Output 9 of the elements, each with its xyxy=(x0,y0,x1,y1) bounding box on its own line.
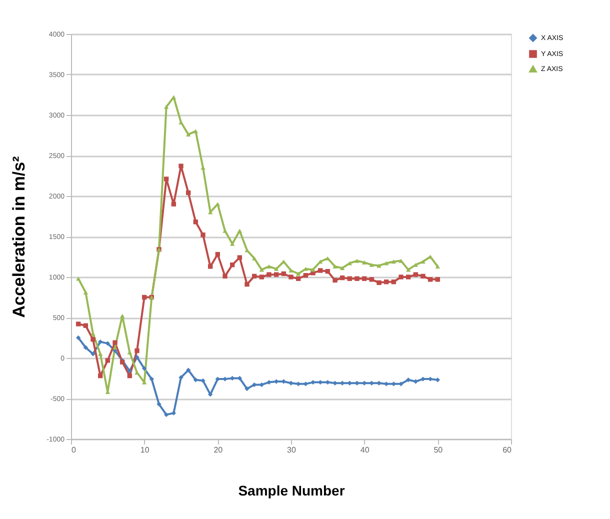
x-tick-label: 30 xyxy=(287,446,296,454)
x-tick-label: 20 xyxy=(214,446,224,454)
x-tick-label: 50 xyxy=(434,446,444,454)
y-axis-title: Acceleration in m/s² xyxy=(10,156,29,318)
x-tick-label: 10 xyxy=(140,446,150,454)
x-tick-label: 40 xyxy=(360,446,370,454)
x-tick-label: 0 xyxy=(72,446,76,454)
x-axis-title: Sample Number xyxy=(238,482,346,498)
x-tick-label: 60 xyxy=(502,446,512,454)
